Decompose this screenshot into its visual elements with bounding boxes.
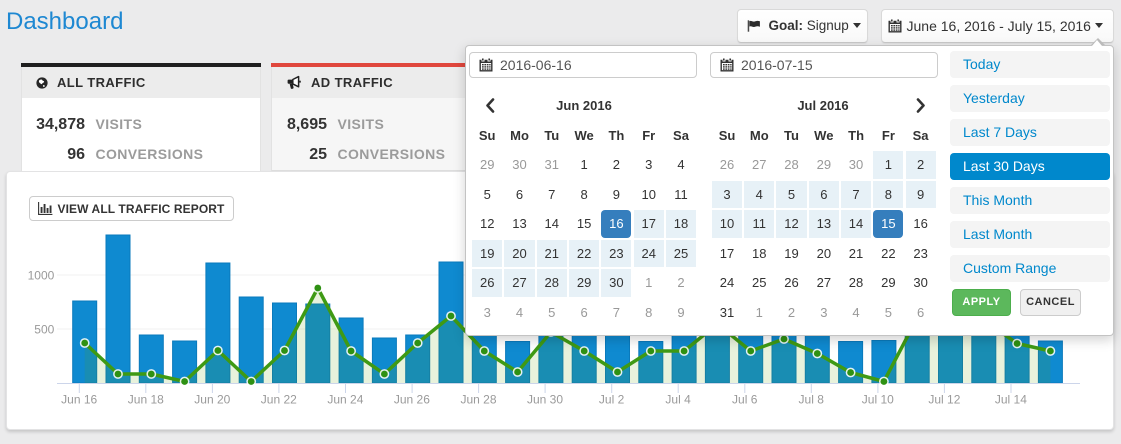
svg-text:Jun 16: Jun 16 xyxy=(61,393,97,407)
svg-text:Jun 30: Jun 30 xyxy=(527,393,563,407)
svg-text:Jul 10: Jul 10 xyxy=(862,393,894,407)
svg-text:Jun 24: Jun 24 xyxy=(327,393,363,407)
svg-text:Jun 28: Jun 28 xyxy=(460,393,496,407)
svg-text:Jun 22: Jun 22 xyxy=(261,393,297,407)
svg-text:Jul 8: Jul 8 xyxy=(799,393,825,407)
svg-text:Jun 18: Jun 18 xyxy=(128,393,164,407)
svg-text:Jun 26: Jun 26 xyxy=(394,393,430,407)
svg-text:1000: 1000 xyxy=(28,268,55,282)
svg-text:Jul 4: Jul 4 xyxy=(665,393,691,407)
svg-text:500: 500 xyxy=(34,322,54,336)
svg-text:Jul 2: Jul 2 xyxy=(599,393,625,407)
svg-text:Jun 20: Jun 20 xyxy=(194,393,230,407)
svg-text:Jul 6: Jul 6 xyxy=(732,393,758,407)
svg-text:Jul 14: Jul 14 xyxy=(995,393,1027,407)
svg-text:Jul 12: Jul 12 xyxy=(928,393,960,407)
